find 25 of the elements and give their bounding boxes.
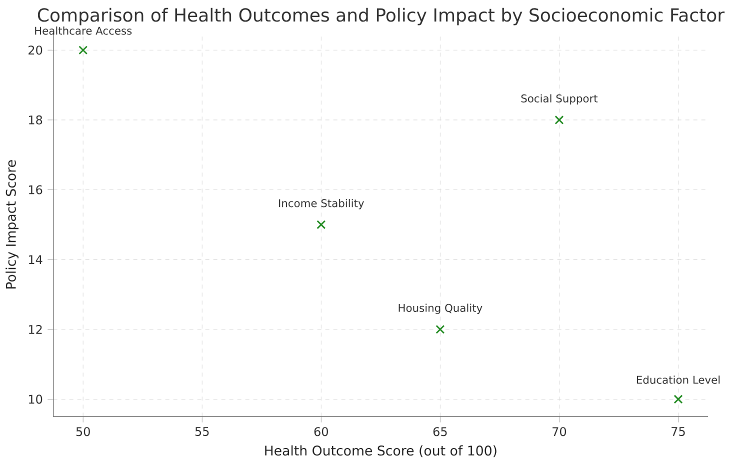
point xyxy=(554,115,564,124)
point xyxy=(78,46,88,55)
y-tick-label: 16 xyxy=(28,185,42,194)
x-tick-label: 55 xyxy=(195,427,209,436)
y-tick-label: 12 xyxy=(28,324,42,334)
x-tick-label: 70 xyxy=(552,427,566,436)
annotation: Education Level xyxy=(636,376,720,384)
x-tick-label: 75 xyxy=(672,427,685,436)
x-axis-title: Health Outcome Score (out of 100) xyxy=(265,445,496,458)
y-axis-title: Policy Impact Score xyxy=(6,160,19,288)
y-tick-label: 20 xyxy=(28,46,42,55)
annotation: Income Stability xyxy=(279,198,364,210)
chart-title: Comparison of Health Outcomes and Policy Impact by Socioeconomic Factor xyxy=(38,8,725,26)
point xyxy=(316,220,326,230)
point xyxy=(436,324,445,334)
x-tick-label: 60 xyxy=(314,427,328,436)
y-tick-label: 14 xyxy=(28,255,42,264)
annotation: Housing Quality xyxy=(398,304,482,314)
point xyxy=(674,394,683,404)
y-tick-label: 18 xyxy=(28,115,42,124)
annotation: Social Support xyxy=(521,94,598,105)
x-tick-label: 65 xyxy=(433,427,447,436)
y-tick-label: 10 xyxy=(28,394,42,404)
annotation: Healthcare Access xyxy=(35,26,132,35)
x-tick-label: 50 xyxy=(76,427,90,436)
